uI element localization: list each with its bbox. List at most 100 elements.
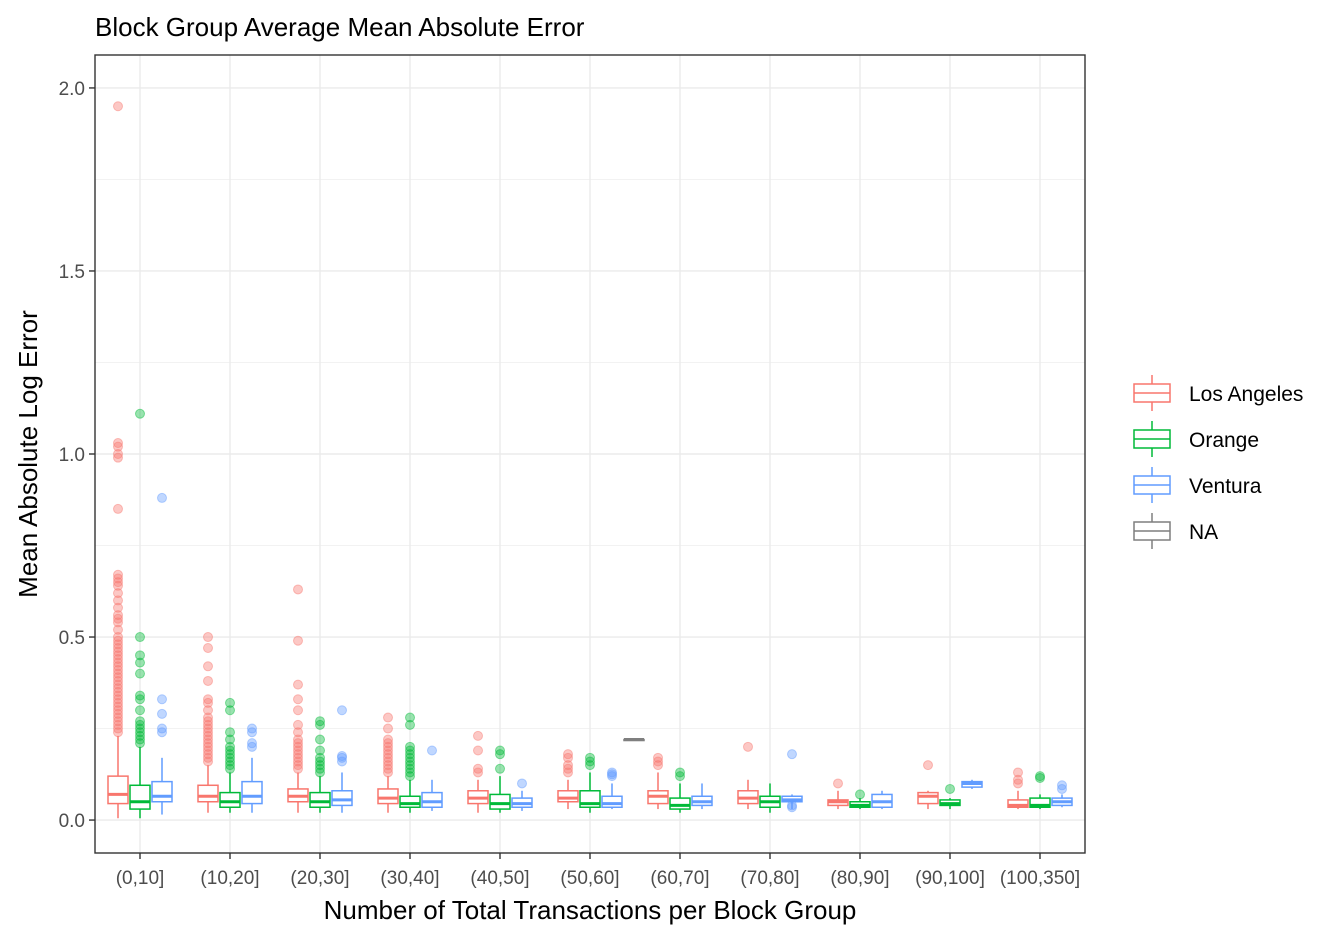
- outlier-point: [203, 716, 213, 727]
- outlier-point: [383, 712, 393, 723]
- x-tick-label: (100,350]: [1000, 868, 1080, 889]
- outlier-point: [225, 734, 235, 745]
- outlier-point: [113, 694, 123, 705]
- outlier-point: [315, 734, 325, 745]
- outlier-point: [247, 741, 257, 752]
- outlier-point: [225, 705, 235, 716]
- outlier-point: [113, 683, 123, 694]
- outlier-point: [113, 449, 123, 459]
- outlier-point: [113, 643, 123, 654]
- outlier-point: [315, 745, 325, 756]
- box: [331, 790, 353, 807]
- y-tick-label: 2.0: [59, 79, 85, 100]
- box: [151, 780, 173, 803]
- outlier-point: [563, 760, 573, 771]
- outlier-point: [607, 769, 617, 780]
- x-tick-label: (20,30]: [290, 868, 349, 889]
- outlier-point: [293, 763, 303, 774]
- outlier-point: [135, 716, 145, 727]
- outlier-point: [1013, 774, 1023, 785]
- series-orange: [129, 408, 1051, 819]
- outlier-point: [473, 763, 483, 774]
- axes: 0.0 0.5 1.0 1.5 2.0 (0,10] (10,20] (20,30] (30,4…: [59, 79, 1081, 889]
- outlier-point: [293, 745, 303, 756]
- outlier-point: [563, 749, 573, 760]
- box: [421, 791, 443, 808]
- outlier-point: [225, 752, 235, 763]
- outlier-point: [607, 767, 617, 778]
- outlier-point: [383, 749, 393, 760]
- outlier-point: [157, 727, 167, 738]
- box: [669, 797, 691, 810]
- outlier-point: [315, 767, 325, 778]
- x-tick-label: (60,70]: [650, 868, 709, 889]
- legend-item: Orange: [1133, 421, 1259, 457]
- outlier-point: [203, 723, 213, 734]
- outlier-point: [225, 727, 235, 738]
- outlier-point: [1057, 783, 1067, 794]
- box: [1029, 797, 1051, 808]
- outlier-point: [113, 727, 123, 738]
- outlier-point: [113, 577, 123, 588]
- outlier-point: [113, 657, 123, 668]
- outlier-point: [203, 734, 213, 745]
- outlier-point: [495, 745, 505, 756]
- outlier-point: [473, 767, 483, 778]
- chart-title: Block Group Average Mean Absolute Error: [95, 12, 585, 42]
- outlier-point: [135, 690, 145, 701]
- outlier-point: [113, 452, 123, 463]
- outlier-point: [113, 595, 123, 606]
- outlier-point: [405, 749, 415, 760]
- outlier-point: [113, 632, 123, 643]
- outlier-point: [383, 756, 393, 767]
- outlier-point: [495, 763, 505, 774]
- y-axis-title: Mean Absolute Log Error: [13, 310, 43, 598]
- outlier-point: [113, 661, 123, 672]
- outlier-point: [113, 602, 123, 613]
- outlier-point: [293, 635, 303, 646]
- series-na: [623, 738, 645, 742]
- outlier-point: [135, 734, 145, 745]
- outlier-point: [113, 705, 123, 716]
- outlier-point: [1013, 778, 1023, 789]
- outlier-point: [585, 760, 595, 771]
- legend-label: Ventura: [1189, 475, 1262, 498]
- outlier-point: [157, 492, 167, 503]
- outlier-point: [293, 760, 303, 771]
- outlier-point: [157, 723, 167, 734]
- outlier-point: [113, 664, 123, 675]
- outlier-point: [563, 763, 573, 774]
- outlier-point: [383, 760, 393, 771]
- outlier-point: [113, 650, 123, 661]
- outlier-point: [923, 760, 933, 771]
- outlier-point: [585, 756, 595, 767]
- outlier-point: [225, 697, 235, 708]
- outlier-point: [833, 778, 843, 789]
- outlier-point: [203, 738, 213, 749]
- outlier-point: [405, 741, 415, 752]
- x-tick-label: (10,20]: [200, 868, 259, 889]
- outlier-point: [113, 610, 123, 621]
- outlier-point: [653, 756, 663, 767]
- outlier-point: [787, 749, 797, 760]
- legend: Los Angeles Orange Ventura NA: [1133, 375, 1303, 549]
- outlier-point: [157, 708, 167, 719]
- outlier-point: [113, 723, 123, 734]
- outlier-point: [135, 668, 145, 679]
- x-tick-label: (30,40]: [380, 868, 439, 889]
- legend-item: Los Angeles: [1133, 375, 1303, 411]
- outlier-point: [113, 569, 123, 580]
- outlier-point: [337, 756, 347, 767]
- legend-item: NA: [1133, 513, 1218, 549]
- outlier-point: [113, 503, 123, 514]
- outlier-point: [135, 705, 145, 716]
- outlier-point: [203, 705, 213, 716]
- outlier-point: [113, 675, 123, 686]
- outlier-point: [945, 783, 955, 794]
- outlier-point: [113, 613, 123, 624]
- outlier-point: [135, 650, 145, 661]
- outlier-point: [203, 712, 213, 723]
- outlier-point: [225, 756, 235, 767]
- outlier-point: [225, 763, 235, 774]
- outlier-point: [247, 738, 257, 749]
